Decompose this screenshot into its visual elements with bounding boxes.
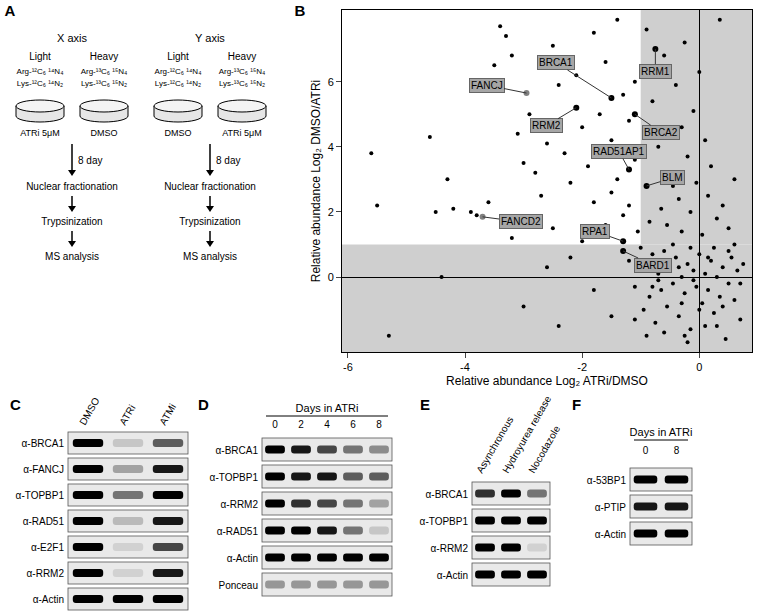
svg-text:Lys-¹²C₆ ¹⁴N₂: Lys-¹²C₆ ¹⁴N₂	[155, 79, 201, 88]
svg-text:6: 6	[350, 419, 356, 430]
svg-text:DMSO: DMSO	[91, 128, 118, 138]
svg-text:Lys-¹³C₆ ¹⁵N₂: Lys-¹³C₆ ¹⁵N₂	[81, 79, 127, 88]
svg-text:F: F	[572, 396, 581, 413]
svg-text:-4: -4	[460, 361, 470, 373]
svg-text:α-53BP1: α-53BP1	[587, 475, 627, 486]
svg-text:α-TOPBP1: α-TOPBP1	[210, 472, 259, 483]
svg-text:α-BRCA1: α-BRCA1	[216, 445, 259, 456]
svg-text:FANCD2: FANCD2	[501, 216, 541, 227]
svg-text:Trypsinization: Trypsinization	[179, 216, 240, 227]
svg-text:α-FANCJ: α-FANCJ	[23, 464, 64, 475]
svg-text:Lys-¹²C₆ ¹⁴N₂: Lys-¹²C₆ ¹⁴N₂	[17, 79, 63, 88]
svg-text:DMSO: DMSO	[165, 128, 192, 138]
svg-text:α-E2F1: α-E2F1	[31, 542, 64, 553]
svg-text:Ponceau: Ponceau	[219, 580, 258, 591]
svg-text:Asynchronous: Asynchronous	[474, 414, 516, 475]
svg-text:α-Actin: α-Actin	[595, 529, 626, 540]
svg-text:-2: -2	[577, 361, 587, 373]
svg-text:Arg-¹²C₆ ¹⁴N₄: Arg-¹²C₆ ¹⁴N₄	[155, 67, 202, 76]
svg-text:BRCA1: BRCA1	[539, 57, 573, 68]
svg-text:8: 8	[674, 445, 680, 456]
svg-text:Trypsinization: Trypsinization	[41, 216, 102, 227]
svg-text:α-Actin: α-Actin	[227, 553, 258, 564]
svg-text:ATRi 5μM: ATRi 5μM	[222, 128, 262, 138]
svg-text:Arg-¹²C₆ ¹⁴N₄: Arg-¹²C₆ ¹⁴N₄	[17, 67, 64, 76]
svg-text:α-TOPBP1: α-TOPBP1	[420, 516, 469, 527]
svg-text:α-PTIP: α-PTIP	[595, 502, 627, 513]
svg-text:Heavy: Heavy	[228, 51, 256, 62]
svg-text:α-TOPBP1: α-TOPBP1	[16, 490, 65, 501]
svg-text:α-RRM2: α-RRM2	[27, 568, 65, 579]
svg-text:Relative abundance Log₂ DMSO/A: Relative abundance Log₂ DMSO/ATRi	[309, 80, 323, 283]
svg-text:0: 0	[643, 445, 649, 456]
svg-text:DMSO: DMSO	[77, 395, 102, 427]
svg-text:Hydroyurea release: Hydroyurea release	[500, 393, 554, 475]
svg-text:-6: -6	[343, 361, 353, 373]
svg-text:X axis: X axis	[57, 32, 87, 44]
svg-text:Days in ATRi: Days in ATRi	[630, 426, 693, 438]
svg-text:Light: Light	[29, 51, 51, 62]
svg-text:2: 2	[298, 419, 304, 430]
svg-text:D: D	[198, 396, 209, 413]
svg-text:4: 4	[328, 141, 334, 153]
svg-text:C: C	[10, 396, 21, 413]
svg-text:α-BRCA1: α-BRCA1	[22, 438, 65, 449]
svg-text:RAD51AP1: RAD51AP1	[593, 146, 645, 157]
svg-text:FANCJ: FANCJ	[471, 80, 503, 91]
svg-text:0: 0	[328, 271, 334, 283]
svg-text:2: 2	[328, 206, 334, 218]
svg-text:4: 4	[324, 419, 330, 430]
svg-text:MS analysis: MS analysis	[183, 251, 237, 262]
svg-text:α-RRM2: α-RRM2	[431, 543, 469, 554]
svg-text:Relative abundance Log₂ ATRi/D: Relative abundance Log₂ ATRi/DMSO	[446, 374, 648, 388]
svg-text:BRCA2: BRCA2	[644, 127, 678, 138]
svg-text:α-Actin: α-Actin	[33, 594, 64, 605]
svg-text:α-Actin: α-Actin	[437, 570, 468, 581]
svg-text:Y axis: Y axis	[195, 32, 225, 44]
svg-text:6: 6	[328, 76, 334, 88]
svg-text:Nuclear fractionation: Nuclear fractionation	[164, 181, 256, 192]
svg-text:RRM2: RRM2	[532, 120, 561, 131]
svg-text:Heavy: Heavy	[90, 51, 118, 62]
svg-text:ATRi 5μM: ATRi 5μM	[20, 128, 60, 138]
svg-text:BLM: BLM	[662, 172, 683, 183]
svg-text:α-BRCA1: α-BRCA1	[426, 489, 469, 500]
svg-text:8 day: 8 day	[78, 155, 102, 166]
svg-text:MS analysis: MS analysis	[45, 251, 99, 262]
svg-text:Arg-¹³C₆ ¹⁵N₄: Arg-¹³C₆ ¹⁵N₄	[219, 67, 266, 76]
svg-text:α-RAD51: α-RAD51	[217, 526, 259, 537]
svg-text:E: E	[420, 396, 430, 413]
svg-text:Days in ATRi: Days in ATRi	[296, 402, 359, 414]
svg-text:B: B	[295, 2, 306, 19]
svg-text:RPA1: RPA1	[582, 226, 608, 237]
svg-text:Nuclear fractionation: Nuclear fractionation	[26, 181, 118, 192]
svg-text:0: 0	[696, 361, 702, 373]
svg-text:Nocodazole: Nocodazole	[526, 423, 562, 475]
svg-text:0: 0	[272, 419, 278, 430]
svg-text:Arg-¹³C₆ ¹⁵N₄: Arg-¹³C₆ ¹⁵N₄	[81, 67, 128, 76]
svg-text:Lys-¹³C₆ ¹⁵N₂: Lys-¹³C₆ ¹⁵N₂	[219, 79, 265, 88]
svg-text:8 day: 8 day	[216, 155, 240, 166]
svg-text:ATMi: ATMi	[157, 402, 178, 427]
svg-text:RRM1: RRM1	[641, 66, 670, 77]
svg-text:BARD1: BARD1	[636, 260, 670, 271]
svg-text:8: 8	[376, 419, 382, 430]
svg-text:α-RRM2: α-RRM2	[221, 499, 259, 510]
svg-text:Light: Light	[167, 51, 189, 62]
svg-text:α-RAD51: α-RAD51	[23, 516, 65, 527]
svg-text:A: A	[5, 2, 16, 19]
svg-text:ATRi: ATRi	[117, 403, 137, 427]
